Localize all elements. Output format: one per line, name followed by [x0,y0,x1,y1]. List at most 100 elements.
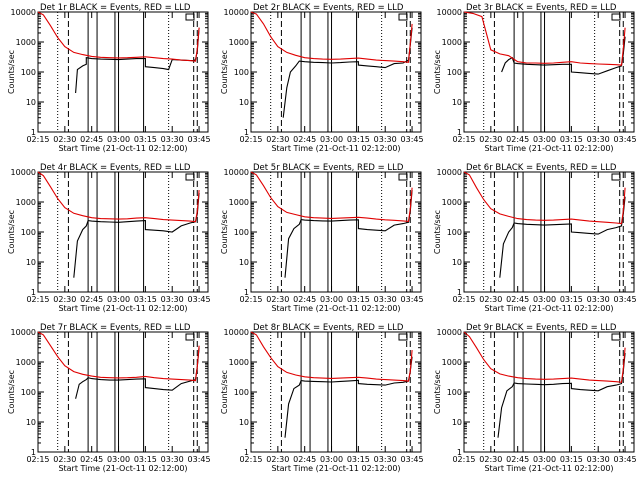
panel-7: Det 7r BLACK = Events, RED = LLD 1 10 100 10… [7,323,211,473]
legend-box [611,173,621,181]
y-tick-label: 10 [452,258,462,267]
y-tick-label: 1000 [229,38,249,47]
series-lld-line [37,171,200,223]
chart-title: Det 6r BLACK = Events, RED = LLD [466,163,617,173]
series-events-line [501,36,626,75]
series-events-line [497,352,626,438]
x-tick-label: 02:15 [26,135,49,144]
y-tick-label: 10000 [11,168,36,177]
y-tick-label: 1 [31,288,36,297]
y-axis-label: Counts/sec [220,370,229,414]
x-tick-label: 02:30 [479,295,502,304]
x-tick-label: 02:30 [266,135,289,144]
y-tick-label: 10000 [224,168,249,177]
legend-box [611,333,621,341]
y-tick-label: 1 [457,128,462,137]
x-tick-label: 03:00 [533,135,556,144]
x-tick-label: 03:30 [374,295,397,304]
x-axis-label: Start Time (21-Oct-11 02:12:00) [484,304,613,313]
x-tick-label: 03:15 [347,135,370,144]
series-lld-line [37,331,200,382]
chart-title: Det 8r BLACK = Events, RED = LLD [253,323,404,333]
y-tick-label: 1000 [16,358,36,367]
x-axis-label: Start Time (21-Oct-11 02:12:00) [58,464,187,473]
y-tick-label: 10 [26,98,36,107]
y-tick-label: 100 [21,388,36,397]
x-tick-label: 03:15 [560,295,583,304]
x-tick-label: 03:15 [347,295,370,304]
legend-box [185,13,195,21]
y-tick-label: 1 [244,448,249,457]
legend-box [398,333,408,341]
series-lld-line [250,171,413,222]
y-axis-label: Counts/sec [220,50,229,94]
x-tick-label: 02:45 [293,455,316,464]
x-tick-label: 03:00 [107,455,130,464]
x-tick-label: 03:15 [134,135,157,144]
plot-frame [37,331,209,453]
x-tick-label: 02:15 [239,455,262,464]
series-events-line [75,347,200,399]
y-tick-label: 10000 [224,8,249,17]
x-tick-label: 03:30 [161,455,184,464]
x-axis-label: Start Time (21-Oct-11 02:12:00) [58,304,187,313]
x-axis-label: Start Time (21-Oct-11 02:12:00) [271,304,400,313]
panel-9: Det 9r BLACK = Events, RED = LLD 1 10 100 10… [433,323,637,473]
y-tick-label: 1 [457,288,462,297]
panel-4: Det 4r BLACK = Events, RED = LLD 1 10 100 10… [7,163,211,313]
plot-frame [463,11,635,133]
legend-box [398,13,408,21]
x-tick-label: 02:45 [80,455,103,464]
x-tick-label: 02:45 [506,295,529,304]
x-tick-label: 02:30 [479,135,502,144]
series-events-line [284,356,413,438]
y-tick-label: 10 [452,98,462,107]
y-tick-label: 1 [244,288,249,297]
x-tick-label: 02:45 [80,135,103,144]
x-tick-label: 03:45 [188,295,211,304]
panel-2: Det 2r BLACK = Events, RED = LLD 1 10 100 10… [220,3,424,153]
y-tick-label: 100 [21,68,36,77]
series-lld-line [37,11,200,62]
series-events-line [499,196,626,278]
x-tick-label: 02:15 [26,455,49,464]
x-tick-label: 03:00 [107,135,130,144]
panel-1: Det 1r BLACK = Events, RED = LLD 1 10 100 10… [7,3,211,153]
chart-title: Det 2r BLACK = Events, RED = LLD [253,3,404,13]
y-tick-label: 10 [26,418,36,427]
y-tick-label: 100 [447,68,462,77]
y-tick-label: 10000 [11,328,36,337]
plot-frame [37,11,209,133]
y-axis-label: Counts/sec [220,210,229,254]
series-events-line [282,27,413,118]
y-tick-label: 1 [31,128,36,137]
y-tick-label: 10 [452,418,462,427]
y-tick-label: 100 [234,388,249,397]
series-events-line [73,192,200,278]
y-tick-label: 10000 [437,328,462,337]
x-tick-label: 03:15 [134,455,157,464]
chart-title: Det 4r BLACK = Events, RED = LLD [40,163,191,173]
y-tick-label: 10 [239,98,249,107]
y-tick-label: 10 [239,418,249,427]
x-tick-label: 03:30 [161,295,184,304]
x-tick-label: 02:30 [266,295,289,304]
x-tick-label: 03:30 [374,455,397,464]
chart-title: Det 7r BLACK = Events, RED = LLD [40,323,191,333]
legend-box [185,173,195,181]
series-lld-line [463,331,626,383]
x-tick-label: 03:15 [134,295,157,304]
x-axis-label: Start Time (21-Oct-11 02:12:00) [271,464,400,473]
y-tick-label: 1000 [442,38,462,47]
x-tick-label: 02:30 [53,455,76,464]
x-tick-label: 02:45 [293,135,316,144]
y-tick-label: 1000 [229,358,249,367]
x-tick-label: 02:30 [53,135,76,144]
x-tick-label: 02:30 [479,455,502,464]
plot-frame [250,331,422,453]
y-tick-label: 1000 [16,198,36,207]
y-tick-label: 10000 [437,8,462,17]
x-axis-label: Start Time (21-Oct-11 02:12:00) [484,144,613,153]
y-tick-label: 100 [234,68,249,77]
x-tick-label: 03:45 [188,455,211,464]
